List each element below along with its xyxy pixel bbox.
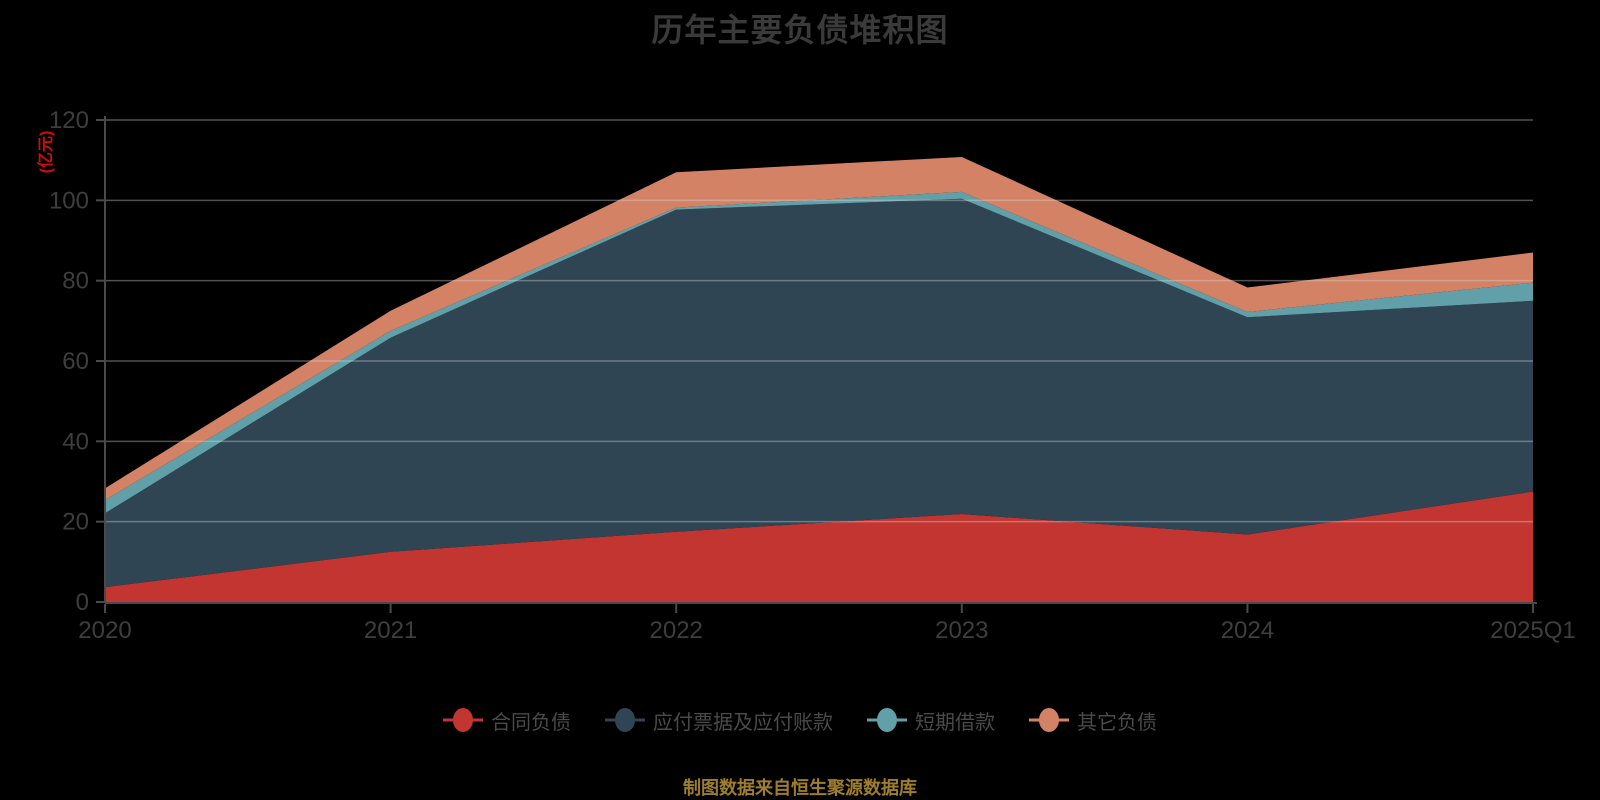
- area-series-应付票据及应付账款: [105, 198, 1533, 588]
- y-tick-label-80: 80: [62, 268, 89, 295]
- legend-item-其它负债[interactable]: 其它负债: [1029, 706, 1157, 735]
- x-tick-label-2024: 2024: [1221, 617, 1274, 644]
- x-tick-label-2025Q1: 2025Q1: [1490, 617, 1575, 644]
- data-source-note: 制图数据来自恒生聚源数据库: [683, 778, 917, 798]
- legend-marker-icon: [867, 708, 907, 732]
- y-tick-label-20: 20: [62, 509, 89, 536]
- legend-marker-icon: [605, 708, 645, 732]
- chart-title: 历年主要负债堆积图: [651, 12, 949, 48]
- x-tick-label-2021: 2021: [364, 617, 417, 644]
- legend-label: 其它负债: [1077, 711, 1157, 734]
- legend: 合同负债 应付票据及应付账款 短期借款 其它负债: [0, 700, 1600, 740]
- legend-item-合同负债[interactable]: 合同负债: [443, 706, 571, 735]
- legend-label: 短期借款: [915, 711, 995, 734]
- legend-item-应付票据及应付账款[interactable]: 应付票据及应付账款: [605, 706, 833, 735]
- legend-marker-icon: [443, 708, 483, 732]
- area-series-其它负债: [105, 156, 1533, 500]
- legend-item-短期借款[interactable]: 短期借款: [867, 706, 995, 735]
- x-tick-label-2022: 2022: [650, 617, 703, 644]
- y-tick-label-0: 0: [76, 589, 89, 616]
- area-series-合同负债: [105, 491, 1533, 602]
- legend-label: 合同负债: [491, 711, 571, 734]
- y-tick-label-60: 60: [62, 348, 89, 375]
- x-tick-label-2023: 2023: [935, 617, 988, 644]
- y-tick-label-120: 120: [49, 107, 89, 134]
- x-tick-label-2020: 2020: [78, 617, 131, 644]
- legend-marker-icon: [1029, 708, 1069, 732]
- y-tick-label-40: 40: [62, 428, 89, 455]
- legend-label: 应付票据及应付账款: [653, 711, 833, 734]
- y-tick-label-100: 100: [49, 187, 89, 214]
